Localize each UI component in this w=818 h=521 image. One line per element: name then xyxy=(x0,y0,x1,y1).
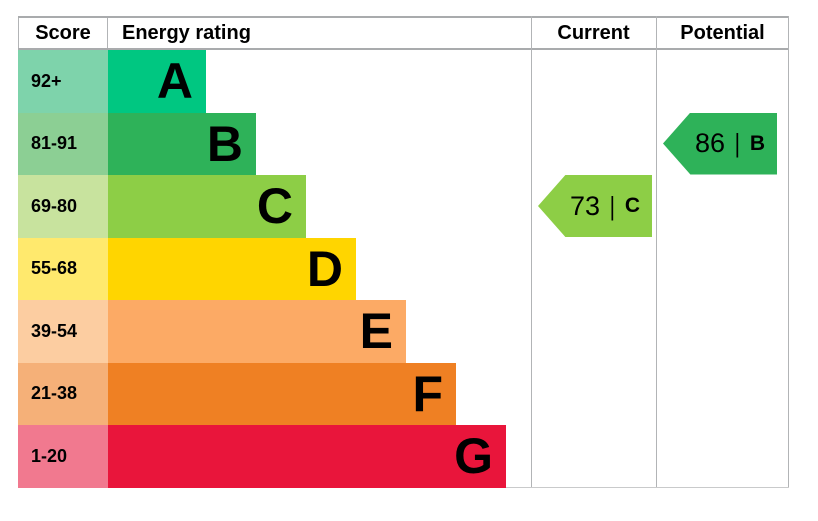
potential-rating-score: 86 xyxy=(695,128,726,158)
table-right-border xyxy=(788,16,789,488)
table-bottom-border xyxy=(18,487,789,488)
band-letter: E xyxy=(359,303,393,360)
band-score-range: 55-68 xyxy=(18,237,108,300)
band-score-range: 69-80 xyxy=(18,175,108,238)
band-row-e: 39-54 E xyxy=(18,300,531,363)
band-letter: C xyxy=(256,178,293,235)
band-bar: C xyxy=(108,175,306,238)
potential-rating-band: B xyxy=(749,131,765,155)
band-score-range: 39-54 xyxy=(18,300,108,363)
band-row-b: 81-91 B xyxy=(18,112,531,175)
band-letter: G xyxy=(454,428,493,485)
band-score-range: 1-20 xyxy=(18,425,108,488)
current-rating-band: C xyxy=(624,194,640,217)
band-bar: E xyxy=(108,300,406,363)
current-rating-score: 73 xyxy=(570,190,601,221)
band-row-a: 92+ A xyxy=(18,50,531,113)
potential-column-header: Potential xyxy=(680,21,765,44)
potential-rating-separator: | xyxy=(734,128,741,158)
potential-column-divider xyxy=(656,16,657,488)
current-column-header: Current xyxy=(557,21,630,44)
band-rows: 92+ A 81-91 B 69-80 C 55-68 D 39-54 E 21… xyxy=(18,50,531,488)
score-column-header: Score xyxy=(18,18,108,48)
current-rating-separator: | xyxy=(609,190,616,221)
band-bar: G xyxy=(108,425,506,488)
band-bar: A xyxy=(108,50,206,113)
current-rating-arrow: 73 | C xyxy=(538,175,652,237)
band-letter: B xyxy=(206,115,243,172)
band-score-range: 92+ xyxy=(18,50,108,113)
header-row: Score Energy rating Current Potential xyxy=(18,16,789,50)
band-bar: F xyxy=(108,362,456,425)
energy-rating-column-header: Energy rating xyxy=(122,21,251,44)
band-row-d: 55-68 D xyxy=(18,237,531,300)
current-column-divider xyxy=(531,16,532,488)
band-letter: F xyxy=(412,365,443,422)
potential-rating-arrow: 86 | B xyxy=(663,112,777,175)
band-letter: D xyxy=(306,240,343,297)
band-row-c: 69-80 C xyxy=(18,175,531,238)
band-score-range: 21-38 xyxy=(18,362,108,425)
band-row-f: 21-38 F xyxy=(18,362,531,425)
band-letter: A xyxy=(156,53,193,110)
band-score-range: 81-91 xyxy=(18,112,108,175)
band-bar: D xyxy=(108,237,356,300)
band-bar: B xyxy=(108,112,256,175)
chart-table: Score Energy rating Current Potential 92… xyxy=(18,16,789,488)
band-row-g: 1-20 G xyxy=(18,425,531,488)
